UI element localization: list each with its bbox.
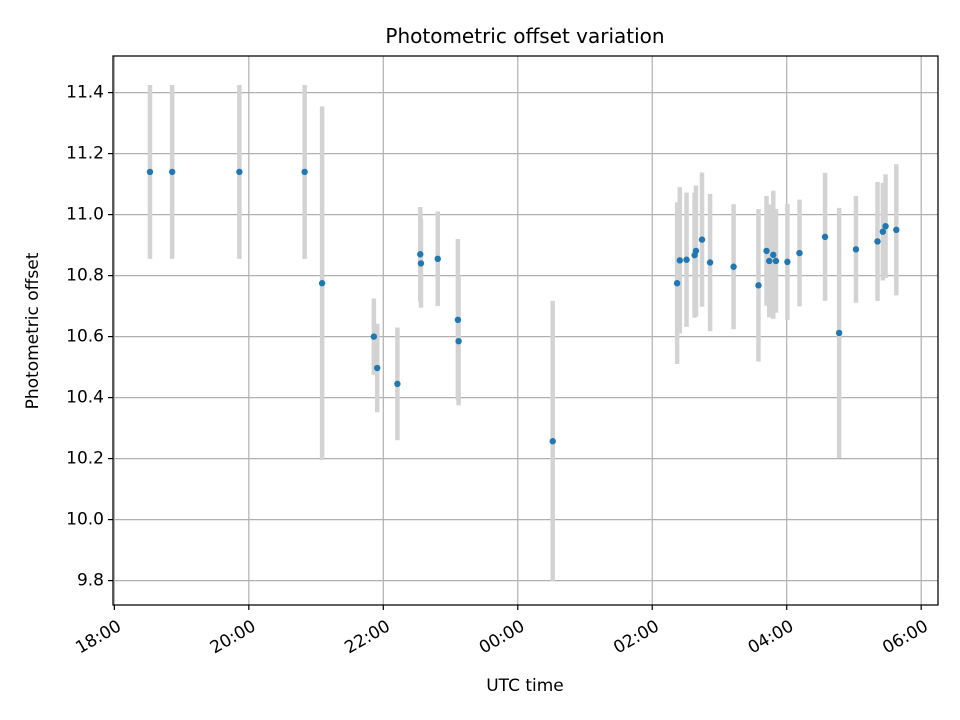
data-point xyxy=(852,246,860,253)
data-point xyxy=(673,280,681,287)
data-point xyxy=(784,258,791,266)
data-point xyxy=(770,251,777,259)
data-point xyxy=(821,233,829,241)
y-axis-label: Photometric offset xyxy=(23,252,43,409)
data-point xyxy=(676,257,684,264)
data-point xyxy=(730,263,737,270)
data-point xyxy=(454,316,462,324)
data-point xyxy=(893,226,900,234)
data-point xyxy=(236,168,243,176)
data-point xyxy=(772,257,780,265)
data-point xyxy=(766,257,773,265)
data-point xyxy=(835,329,843,337)
y-tick-label: 10.4 xyxy=(66,388,104,408)
data-point xyxy=(146,168,154,176)
data-point xyxy=(168,168,176,176)
data-point xyxy=(370,333,378,340)
data-point xyxy=(549,438,556,445)
data-point xyxy=(301,168,308,176)
data-point xyxy=(874,238,881,245)
y-tick-label: 11.4 xyxy=(66,83,104,103)
y-tick-label: 11.0 xyxy=(66,205,104,225)
data-point xyxy=(882,222,889,230)
y-tick-label: 11.2 xyxy=(66,144,104,164)
data-point xyxy=(318,280,326,287)
y-tick-label: 10.8 xyxy=(66,266,104,286)
data-point xyxy=(879,228,887,235)
chart-title: Photometric offset variation xyxy=(385,24,664,48)
y-tick-label: 10.0 xyxy=(66,510,104,530)
data-point xyxy=(374,364,381,372)
y-tick-label: 10.6 xyxy=(66,327,104,347)
y-axis-ticks: 9.8 10.0 10.2 10.4 10.6 10.8 11.0 11.2 11.4 xyxy=(66,83,113,591)
plot-frame xyxy=(112,55,939,606)
y-tick-label: 9.8 xyxy=(77,571,104,591)
data-point xyxy=(706,259,714,266)
y-tick-label: 10.2 xyxy=(66,449,104,469)
data-point xyxy=(417,260,425,267)
data-point xyxy=(455,337,462,345)
data-point xyxy=(394,380,401,388)
data-point xyxy=(755,282,762,289)
data-point xyxy=(698,236,706,243)
data-point xyxy=(796,249,803,257)
data-point xyxy=(417,251,424,258)
data-point xyxy=(683,256,690,263)
data-point xyxy=(763,247,770,255)
data-point xyxy=(692,247,700,255)
x-axis-label: UTC time xyxy=(486,676,564,696)
data-points xyxy=(146,168,900,445)
data-point xyxy=(434,255,441,263)
